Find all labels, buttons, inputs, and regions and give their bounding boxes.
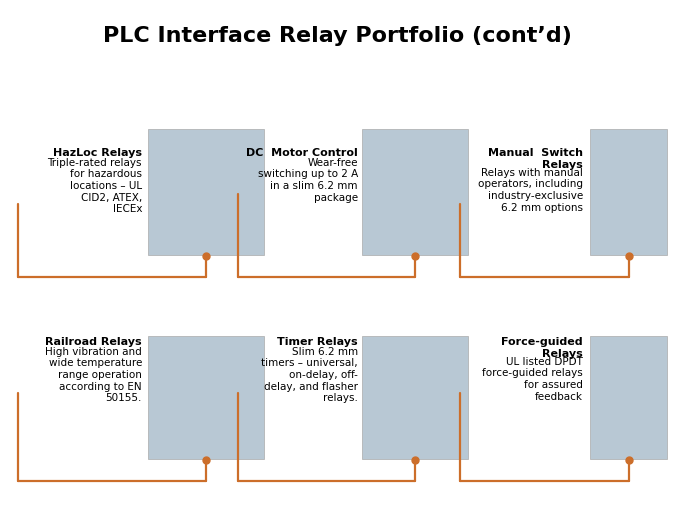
Bar — [590, 336, 667, 459]
Text: UL listed DPDT
force-guided relays
for assured
feedback: UL listed DPDT force-guided relays for a… — [482, 356, 583, 401]
Text: Railroad Relays: Railroad Relays — [45, 336, 142, 346]
Text: Force-guided
Relays: Force-guided Relays — [502, 336, 583, 358]
Text: Timer Relays: Timer Relays — [277, 336, 358, 346]
Text: Triple-rated relays
for hazardous
locations – UL
CID2, ATEX,
IECEx: Triple-rated relays for hazardous locati… — [47, 158, 142, 214]
Text: HazLoc Relays: HazLoc Relays — [53, 147, 142, 158]
Text: Wear-free
switching up to 2 A
in a slim 6.2 mm
package: Wear-free switching up to 2 A in a slim … — [258, 158, 358, 203]
Text: Slim 6.2 mm
timers – universal,
on-delay, off-
delay, and flasher
relays.: Slim 6.2 mm timers – universal, on-delay… — [261, 346, 358, 402]
Text: DC  Motor Control: DC Motor Control — [246, 147, 358, 158]
Text: High vibration and
wide temperature
range operation
according to EN
50155.: High vibration and wide temperature rang… — [45, 346, 142, 402]
Text: Relays with manual
operators, including
industry-exclusive
6.2 mm options: Relays with manual operators, including … — [478, 168, 583, 212]
Bar — [590, 130, 667, 256]
Bar — [148, 336, 264, 459]
Text: PLC Interface Relay Portfolio (cont’d): PLC Interface Relay Portfolio (cont’d) — [103, 26, 572, 46]
Bar — [148, 130, 264, 256]
Bar — [362, 130, 468, 256]
Bar — [362, 336, 468, 459]
Text: Manual  Switch
Relays: Manual Switch Relays — [488, 147, 583, 169]
